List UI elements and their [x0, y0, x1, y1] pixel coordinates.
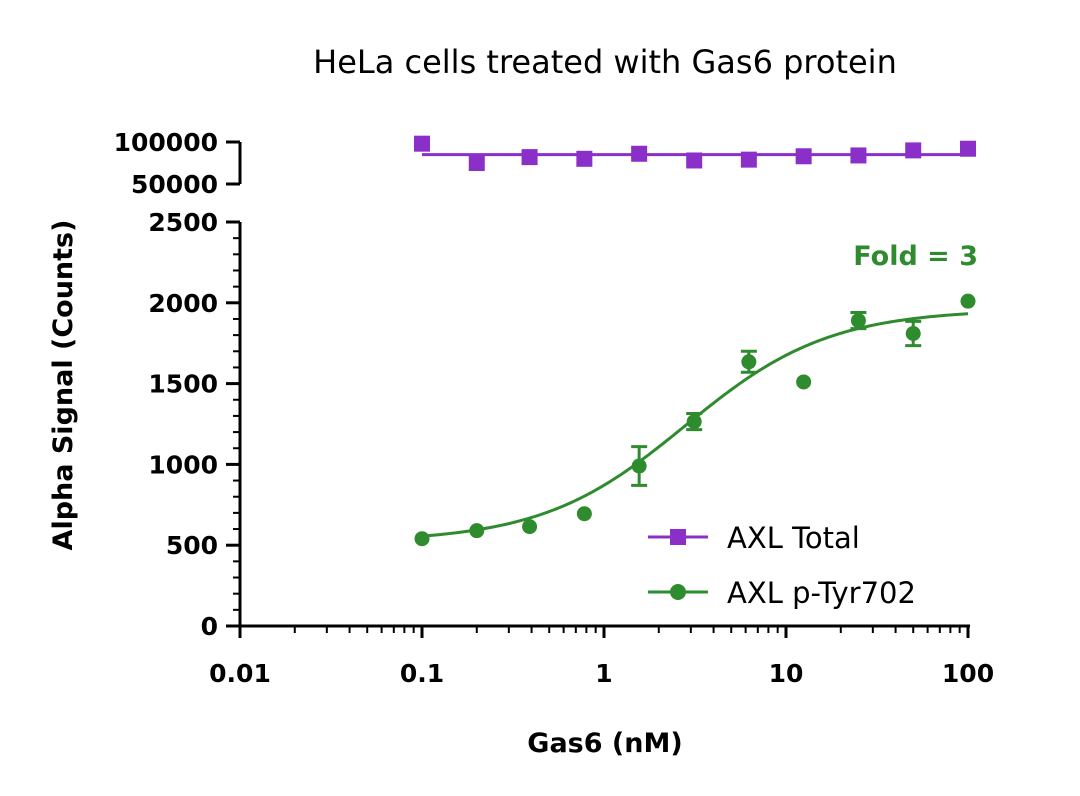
x-tick-label: 100 — [942, 659, 994, 688]
error-bars — [631, 310, 922, 487]
point-axl-ptyr702 — [741, 354, 757, 370]
y-axis-title: Alpha Signal (Counts) — [48, 220, 79, 551]
point-axl-total — [521, 149, 538, 166]
point-axl-total — [905, 142, 922, 159]
legend-item-axl-ptyr702: AXL p-Tyr702 — [648, 576, 916, 610]
point-axl-ptyr702 — [631, 458, 647, 474]
point-axl-ptyr702 — [960, 293, 976, 309]
legend-marker-axl-total — [670, 529, 686, 545]
x-axis-ticks: 0.01 0.1 1 10 100 — [209, 626, 994, 688]
legend-item-axl-total: AXL Total — [648, 521, 860, 555]
x-tick-label: 1 — [595, 659, 612, 688]
point-axl-ptyr702 — [576, 506, 592, 522]
data-points — [414, 135, 976, 547]
y-tick-label: 1000 — [148, 450, 218, 479]
point-axl-total — [414, 135, 430, 152]
y-tick-label-upper: 50000 — [131, 170, 218, 199]
y-tick-label: 500 — [166, 531, 218, 560]
point-axl-ptyr702 — [469, 523, 485, 539]
x-tick-label: 0.1 — [400, 659, 444, 688]
point-axl-total — [795, 148, 812, 165]
y-tick-label: 0 — [201, 612, 218, 641]
legend: AXL Total AXL p-Tyr702 — [648, 521, 916, 610]
legend-label-axl-total: AXL Total — [727, 521, 860, 555]
chart-title: HeLa cells treated with Gas6 protein — [313, 43, 897, 81]
fold-annotation: Fold = 3 — [853, 241, 978, 272]
y-tick-label: 2000 — [148, 289, 218, 318]
point-axl-total — [468, 155, 485, 171]
point-axl-ptyr702 — [850, 313, 866, 329]
y-tick-label: 2500 — [148, 208, 218, 237]
point-axl-ptyr702 — [905, 326, 921, 342]
x-tick-label: 10 — [769, 659, 804, 688]
fit-curves — [421, 153, 969, 538]
x-tick-label: 0.01 — [209, 659, 271, 688]
point-axl-total — [740, 151, 757, 168]
axes — [238, 142, 970, 628]
point-axl-total — [686, 152, 703, 169]
y-axis-ticks: 0 500 1000 1500 2000 2500 50000 100000 — [114, 128, 240, 641]
point-axl-ptyr702 — [522, 519, 538, 535]
y-tick-label: 1500 — [148, 370, 218, 399]
point-axl-ptyr702 — [414, 531, 430, 547]
legend-label-axl-ptyr702: AXL p-Tyr702 — [727, 576, 916, 610]
point-axl-ptyr702 — [796, 374, 812, 390]
y-tick-label-upper: 100000 — [114, 128, 218, 157]
legend-marker-axl-ptyr702 — [670, 584, 686, 600]
point-axl-total — [576, 150, 593, 167]
point-axl-total — [850, 147, 867, 164]
point-axl-total — [960, 140, 976, 157]
point-axl-total — [631, 145, 648, 162]
x-axis-title: Gas6 (nM) — [527, 728, 682, 759]
point-axl-ptyr702 — [686, 414, 702, 430]
